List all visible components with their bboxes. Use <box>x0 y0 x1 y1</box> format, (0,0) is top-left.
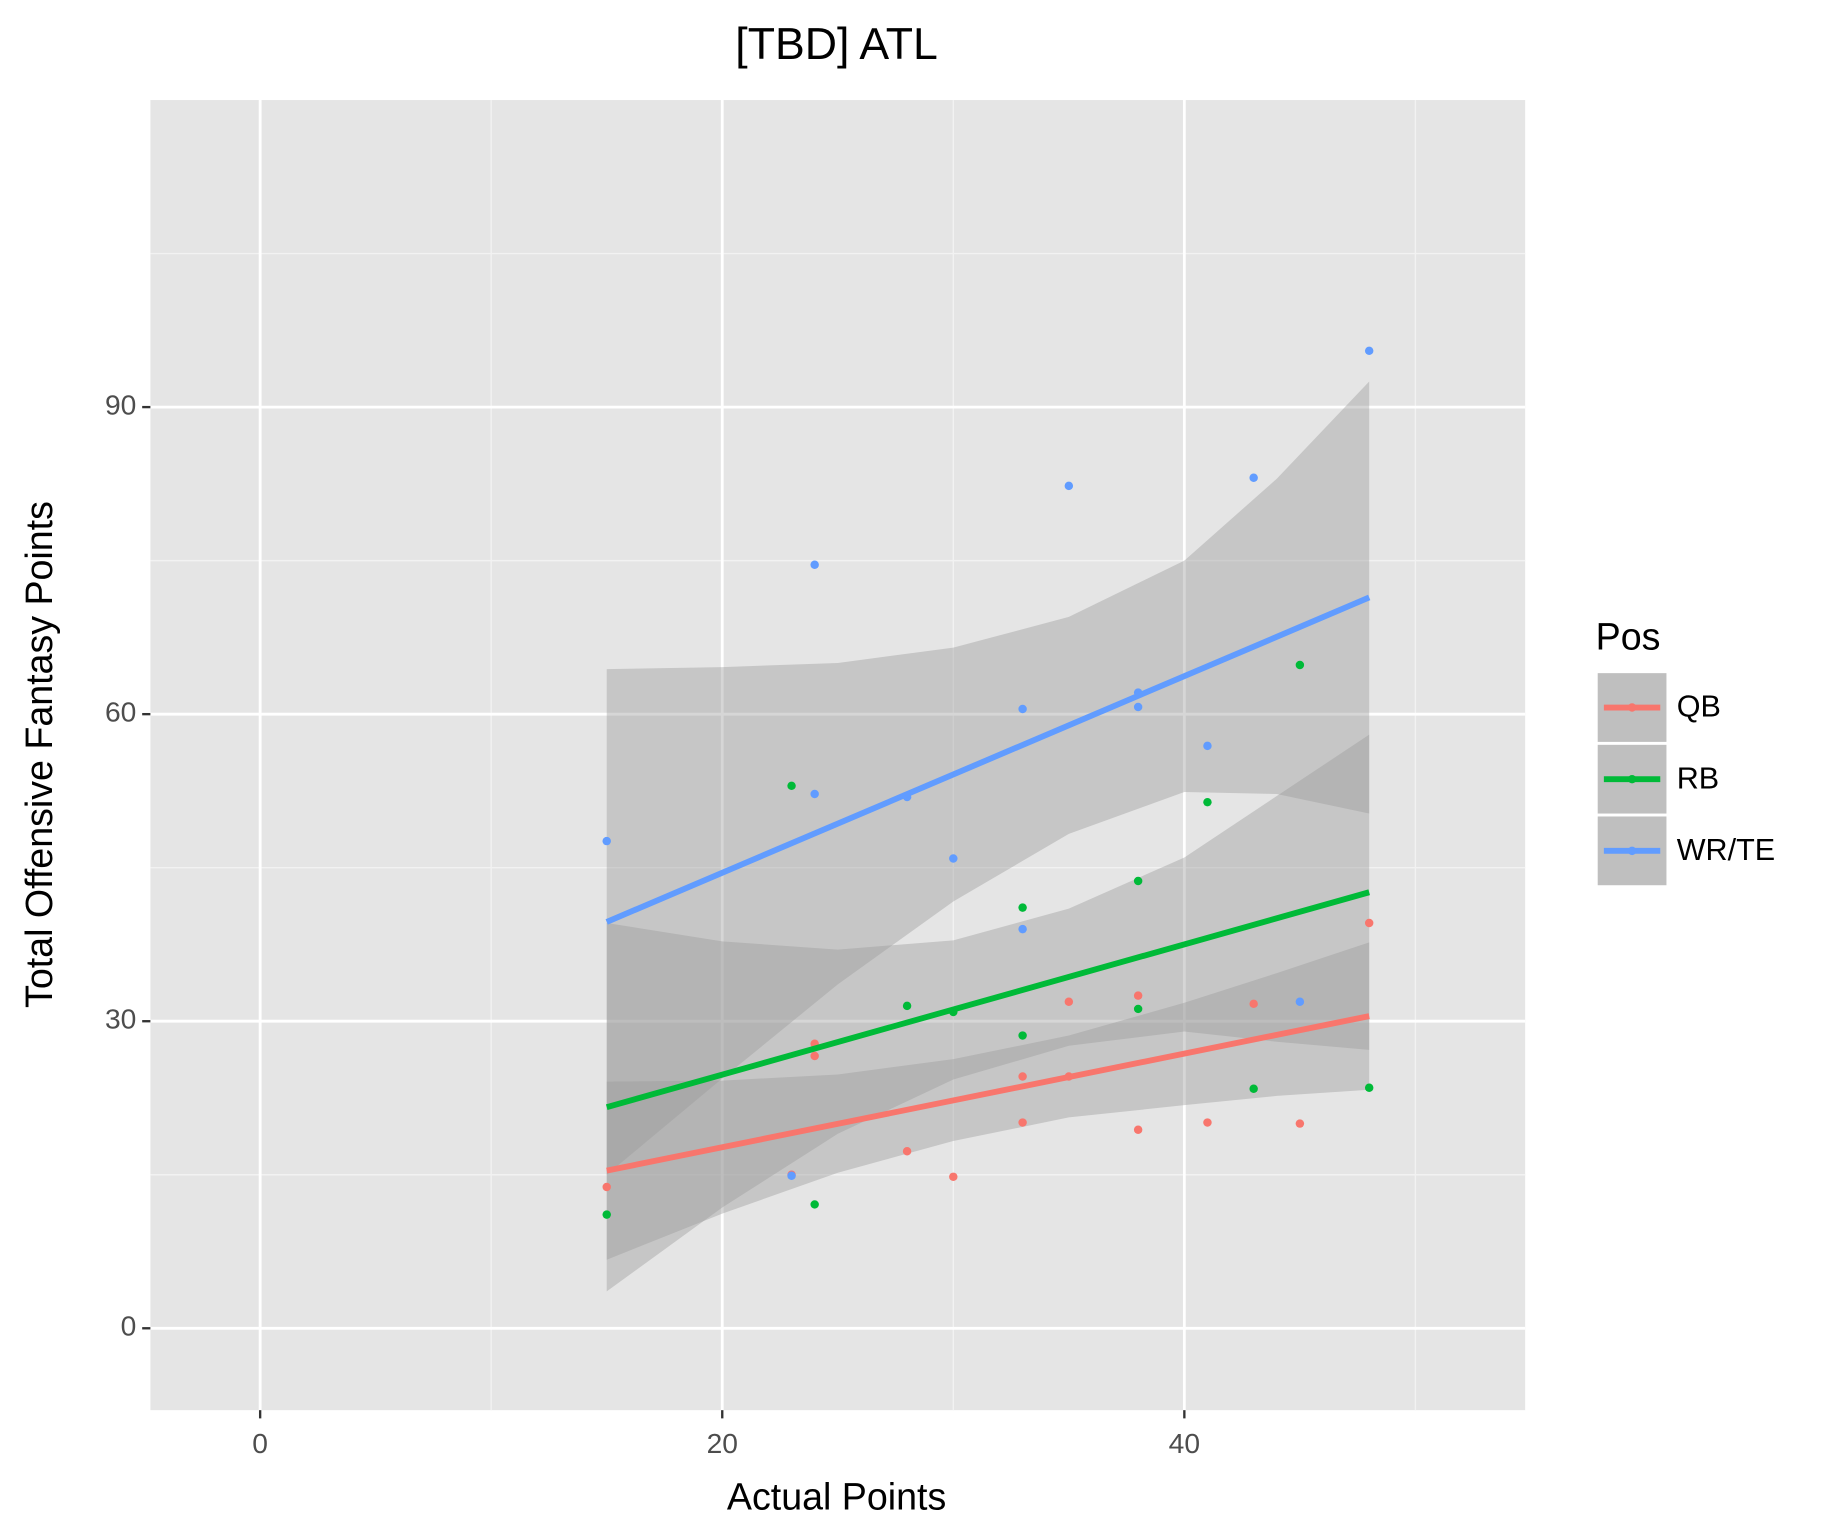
x-tick-label: 0 <box>252 1427 268 1459</box>
confidence-band <box>606 381 1370 1175</box>
data-point <box>602 836 611 846</box>
legend-dot <box>1627 846 1637 856</box>
data-point <box>787 1171 796 1181</box>
data-point <box>1203 741 1212 751</box>
chart-title: [TBD] ATL <box>735 20 938 69</box>
data-point <box>902 1146 912 1156</box>
data-point <box>602 1210 611 1219</box>
legend-dot <box>1627 703 1637 712</box>
x-tick-label: 40 <box>1169 1427 1200 1459</box>
data-point <box>1064 481 1074 491</box>
data-point <box>810 560 819 569</box>
data-point <box>1203 1118 1212 1127</box>
y-tick-label: 60 <box>105 696 136 728</box>
data-point <box>1295 997 1305 1007</box>
data-point <box>1249 1084 1258 1094</box>
data-point <box>949 1172 958 1182</box>
x-axis-title: Actual Points <box>727 1475 946 1517</box>
legend-title: Pos <box>1596 615 1661 657</box>
data-point <box>1018 903 1027 912</box>
data-point <box>1064 997 1074 1007</box>
data-point <box>1018 704 1027 714</box>
data-point <box>1018 1031 1027 1040</box>
data-point <box>949 854 958 863</box>
data-point <box>810 789 819 799</box>
data-point <box>810 1051 819 1061</box>
data-point <box>602 1182 611 1192</box>
data-point <box>902 1001 912 1011</box>
data-point <box>1203 797 1212 807</box>
data-point <box>1018 1072 1027 1081</box>
plot-panel <box>150 100 1526 1411</box>
confidence-band <box>606 942 1370 1260</box>
data-point <box>1133 1004 1143 1014</box>
legend-dot <box>1627 774 1637 784</box>
data-point <box>810 1200 819 1209</box>
legend-label: WR/TE <box>1677 833 1775 867</box>
data-point <box>1133 991 1143 1000</box>
data-point <box>1295 660 1305 670</box>
x-tick-label: 20 <box>707 1427 738 1459</box>
data-point <box>1133 876 1143 886</box>
y-tick-label: 0 <box>121 1310 137 1342</box>
fit-line <box>605 889 1370 1111</box>
data-point <box>1295 1119 1305 1128</box>
data-point <box>1364 346 1374 356</box>
data-point <box>787 781 796 791</box>
data-point <box>1018 924 1027 934</box>
data-point <box>1249 473 1258 482</box>
confidence-band <box>606 734 1370 1292</box>
y-tick-label: 30 <box>105 1003 136 1035</box>
y-tick-label: 90 <box>105 389 136 421</box>
data-point <box>1364 1083 1374 1092</box>
legend-label: RB <box>1677 761 1719 795</box>
data-point <box>1364 918 1374 928</box>
y-axis-title: Total Offensive Fantasy Points <box>18 501 60 1008</box>
data-point <box>1133 1125 1143 1134</box>
fit-line <box>605 594 1371 925</box>
fit-line <box>606 1013 1370 1174</box>
data-point <box>1018 1118 1027 1127</box>
legend-label: QB <box>1677 690 1721 724</box>
data-point <box>1249 999 1258 1009</box>
data-point <box>1133 702 1143 712</box>
